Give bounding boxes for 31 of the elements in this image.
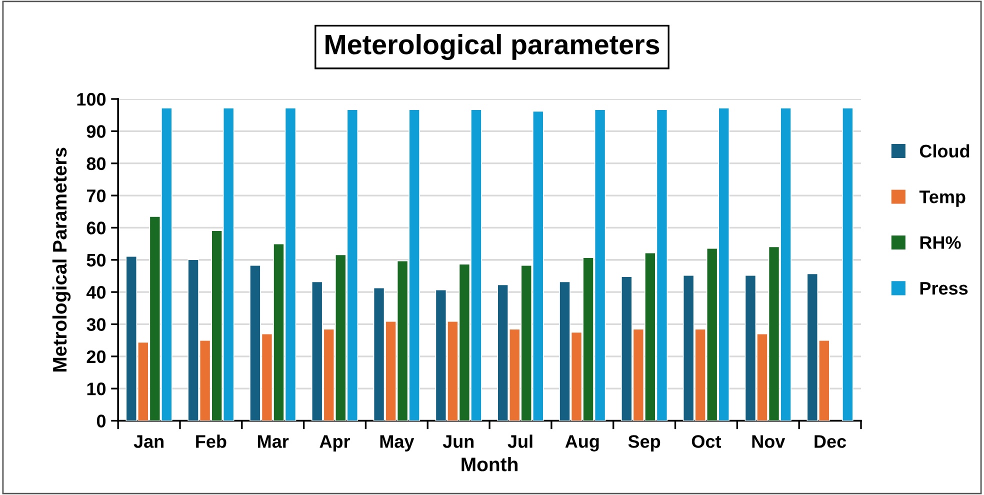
legend-label: Cloud — [920, 144, 970, 158]
chart-title: Meterological parameters — [326, 34, 660, 60]
x-tick-label: Jan — [134, 435, 164, 448]
x-tick-label: Feb — [196, 434, 226, 448]
x-tick-label: Mar — [258, 435, 289, 448]
y-tick-label: 10 — [87, 382, 106, 396]
y-tick-label: 30 — [86, 318, 106, 331]
x-tick-label: Nov — [752, 435, 786, 448]
x-tick-label: Apr — [320, 435, 350, 452]
bar — [842, 108, 854, 421]
legend-label: Temp — [919, 190, 966, 207]
y-tick-label: 100 — [77, 92, 106, 106]
y-tick-label: 80 — [86, 157, 106, 170]
y-axis-title: Metrological Parameters — [52, 148, 71, 372]
legend-label: RH% — [920, 236, 961, 249]
y-tick-label: 40 — [86, 286, 106, 299]
y-tick-label: 0 — [96, 414, 106, 428]
y-tick-label: 50 — [86, 254, 106, 267]
x-tick-label: Jun — [442, 435, 474, 448]
x-tick-label: Sep — [628, 435, 660, 452]
x-tick-label: May — [380, 435, 414, 452]
x-tick-label: Dec — [814, 435, 846, 448]
x-axis-title: Month — [462, 457, 518, 472]
x-tick-label: Oct — [692, 435, 722, 448]
y-tick-label: 60 — [86, 222, 106, 234]
x-tick-label: Aug — [565, 435, 599, 452]
y-tick-label: 20 — [86, 350, 106, 364]
x-tick-label: Jul — [508, 434, 532, 448]
legend-label: Press — [920, 282, 968, 295]
y-tick-label: 70 — [86, 189, 106, 202]
y-tick-label: 90 — [86, 125, 106, 138]
